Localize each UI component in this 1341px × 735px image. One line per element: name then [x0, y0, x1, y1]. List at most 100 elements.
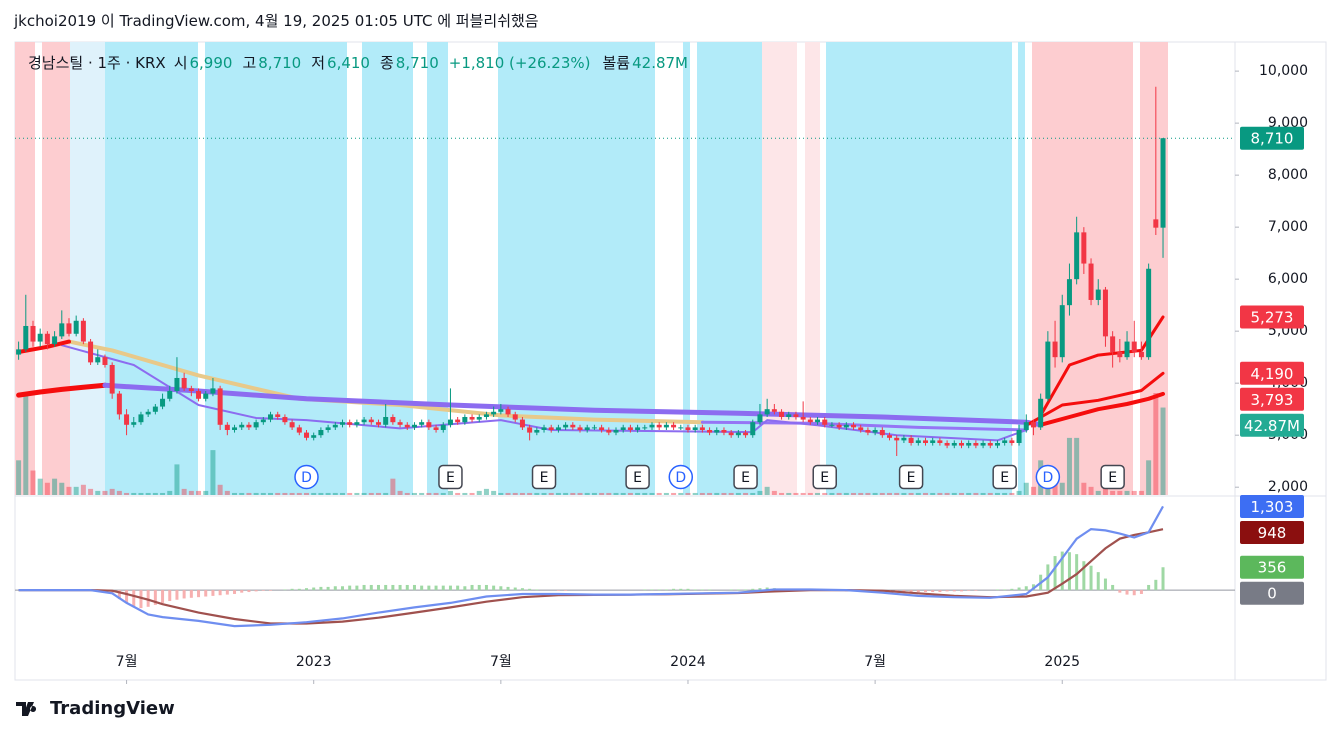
volume-bar [649, 492, 655, 495]
candle-body [174, 377, 180, 391]
band [1032, 42, 1133, 495]
volume-bar [102, 490, 108, 495]
candle-body [951, 442, 957, 446]
macd-histogram-bar [312, 587, 316, 591]
dividend-marker [668, 464, 694, 490]
candle-body [800, 416, 806, 420]
candle-body [721, 429, 727, 433]
legend-text: +1,810 (+26.23%) [448, 54, 591, 72]
earnings-marker [438, 464, 463, 490]
candle-body [1095, 289, 1101, 300]
macd-histogram-bar [132, 590, 136, 607]
candle-body [1030, 422, 1036, 428]
band [427, 42, 448, 495]
candle-body [368, 419, 374, 423]
volume-bar [714, 492, 720, 495]
candle-body [462, 416, 468, 423]
volume-bar [368, 492, 374, 495]
macd-histogram-bar [686, 588, 690, 591]
earnings-marker [898, 464, 924, 490]
band [805, 42, 820, 495]
volume-bar [678, 492, 684, 495]
candle-body [1074, 232, 1080, 280]
macd-histogram-bar [117, 590, 121, 600]
volume-bar [354, 492, 360, 495]
candle-body [311, 435, 317, 438]
earnings-marker [992, 464, 1017, 490]
volume-bar [318, 492, 324, 495]
price-tag [1240, 494, 1304, 518]
dividend-marker [1035, 464, 1061, 490]
volume-bar [239, 492, 245, 495]
volume-bar [721, 492, 727, 495]
volume-bar [160, 492, 166, 495]
volume-bar [347, 492, 353, 495]
macd-histogram-bar [1154, 579, 1158, 591]
price-tag-label: 3,793 [1251, 391, 1294, 409]
candle-body [563, 424, 569, 428]
price-tag [1240, 361, 1304, 385]
legend-text: 저 [311, 54, 326, 72]
volume-bar [958, 492, 964, 495]
earnings-marker [733, 464, 758, 490]
candle-body [879, 429, 885, 436]
macd-histogram-bar [384, 584, 388, 591]
candle-body [685, 427, 691, 430]
volume-bar [851, 492, 857, 495]
band [105, 42, 198, 495]
candle-body [822, 419, 828, 425]
volume-bar [656, 492, 662, 495]
macd-histogram-bar [269, 590, 273, 591]
y-tick-label: 8,000 [1268, 167, 1308, 183]
volume-bar [188, 490, 194, 495]
macd-histogram-bar [168, 590, 172, 602]
candle-body [973, 442, 979, 446]
candle-body [980, 442, 986, 446]
volume-bar [433, 492, 439, 495]
event-label: E [1000, 470, 1009, 486]
candle-body [483, 414, 489, 417]
candle-body [541, 427, 547, 430]
earnings-marker [812, 464, 837, 490]
macd-histogram-bar [643, 589, 647, 591]
volume-bar [606, 492, 612, 495]
volume-bar [779, 492, 785, 495]
legend-text: 8,710 [258, 54, 302, 72]
candle-body [915, 440, 921, 443]
candle-body [505, 409, 511, 415]
candle-body [339, 422, 345, 425]
candle-body [203, 393, 209, 399]
event-label: D [301, 470, 312, 486]
candle-body [80, 320, 86, 342]
macd-histogram-bar [758, 588, 762, 591]
candle-body [253, 422, 259, 428]
volume-bar [894, 492, 900, 495]
candle-body [23, 325, 29, 350]
macd-histogram-bar [448, 585, 452, 591]
event-label: E [633, 470, 642, 486]
earnings-marker [1100, 464, 1125, 490]
candle-body [361, 419, 367, 423]
legend-text: 경남스틸 · 1주 · KRX [28, 54, 166, 72]
legend-text: 42.87M [632, 54, 688, 72]
x-tick-label: 7월 [116, 654, 138, 670]
volume-bar [951, 492, 957, 495]
candle-body [1066, 279, 1072, 306]
candle-body [966, 442, 972, 446]
candle-body [152, 406, 158, 412]
candle-body [375, 422, 381, 425]
candle-body [771, 409, 777, 412]
macd-histogram-bar [427, 585, 431, 591]
candle-body [1009, 440, 1015, 443]
macd-histogram-bar [657, 589, 661, 591]
candle-body [512, 414, 518, 420]
volume-bar [901, 492, 907, 495]
volume-bar [973, 492, 979, 495]
macd-histogram-bar [290, 588, 294, 591]
candle-body [131, 422, 137, 425]
candle-body [296, 427, 302, 433]
macd-histogram-bar [931, 590, 935, 593]
macd-histogram-bar [204, 590, 208, 597]
moving-average [16, 382, 108, 398]
candle-body [627, 427, 633, 430]
